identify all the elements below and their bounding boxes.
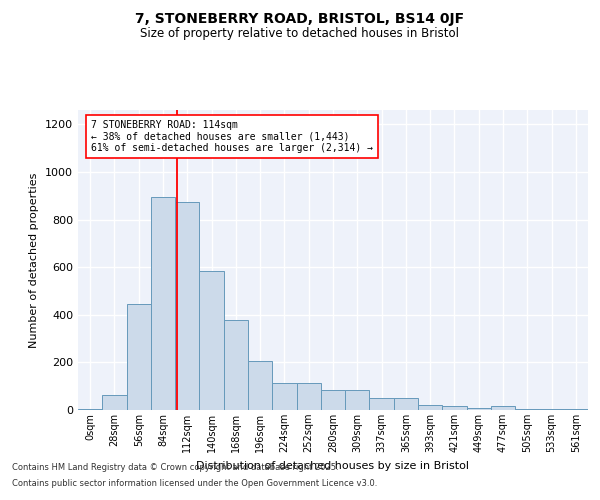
Text: Contains HM Land Registry data © Crown copyright and database right 2025.: Contains HM Land Registry data © Crown c… — [12, 464, 338, 472]
Bar — [564, 409, 588, 410]
Bar — [296, 382, 321, 410]
Bar — [175, 202, 199, 410]
Text: Contains public sector information licensed under the Open Government Licence v3: Contains public sector information licen… — [12, 478, 377, 488]
Text: 7, STONEBERRY ROAD, BRISTOL, BS14 0JF: 7, STONEBERRY ROAD, BRISTOL, BS14 0JF — [136, 12, 464, 26]
Bar — [442, 406, 467, 410]
Text: 7 STONEBERRY ROAD: 114sqm
← 38% of detached houses are smaller (1,443)
61% of se: 7 STONEBERRY ROAD: 114sqm ← 38% of detac… — [91, 120, 373, 152]
Bar — [224, 320, 248, 410]
Bar — [539, 409, 564, 410]
Bar — [515, 409, 539, 410]
Bar — [370, 398, 394, 410]
Bar — [321, 390, 345, 410]
Bar — [199, 270, 224, 410]
Bar — [102, 394, 127, 410]
Bar — [248, 361, 272, 410]
Bar — [151, 197, 175, 410]
Bar — [127, 304, 151, 410]
Bar — [418, 405, 442, 410]
Bar — [394, 398, 418, 410]
X-axis label: Distribution of detached houses by size in Bristol: Distribution of detached houses by size … — [197, 460, 470, 470]
Bar — [491, 406, 515, 410]
Y-axis label: Number of detached properties: Number of detached properties — [29, 172, 40, 348]
Bar — [345, 390, 370, 410]
Bar — [467, 408, 491, 410]
Bar — [78, 409, 102, 410]
Bar — [272, 382, 296, 410]
Text: Size of property relative to detached houses in Bristol: Size of property relative to detached ho… — [140, 28, 460, 40]
